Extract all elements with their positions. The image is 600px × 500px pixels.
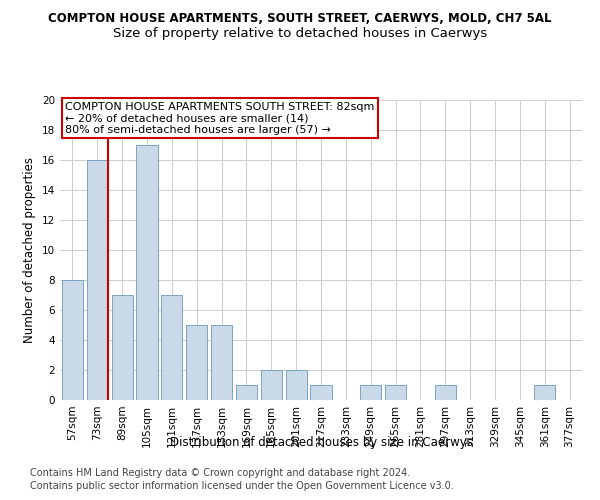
- Bar: [385, 385, 406, 400]
- Bar: [186, 325, 207, 400]
- Bar: [112, 295, 133, 400]
- Bar: [435, 385, 456, 400]
- Text: Contains HM Land Registry data © Crown copyright and database right 2024.: Contains HM Land Registry data © Crown c…: [30, 468, 410, 477]
- Bar: [310, 385, 332, 400]
- Bar: [261, 370, 282, 400]
- Bar: [286, 370, 307, 400]
- Text: COMPTON HOUSE APARTMENTS, SOUTH STREET, CAERWYS, MOLD, CH7 5AL: COMPTON HOUSE APARTMENTS, SOUTH STREET, …: [48, 12, 552, 26]
- Bar: [236, 385, 257, 400]
- Text: Size of property relative to detached houses in Caerwys: Size of property relative to detached ho…: [113, 28, 487, 40]
- Y-axis label: Number of detached properties: Number of detached properties: [23, 157, 37, 343]
- Text: Distribution of detached houses by size in Caerwys: Distribution of detached houses by size …: [170, 436, 472, 449]
- Bar: [360, 385, 381, 400]
- Bar: [161, 295, 182, 400]
- Bar: [87, 160, 108, 400]
- Text: Contains public sector information licensed under the Open Government Licence v3: Contains public sector information licen…: [30, 481, 454, 491]
- Bar: [62, 280, 83, 400]
- Bar: [534, 385, 555, 400]
- Bar: [136, 145, 158, 400]
- Text: COMPTON HOUSE APARTMENTS SOUTH STREET: 82sqm
← 20% of detached houses are smalle: COMPTON HOUSE APARTMENTS SOUTH STREET: 8…: [65, 102, 374, 134]
- Bar: [211, 325, 232, 400]
